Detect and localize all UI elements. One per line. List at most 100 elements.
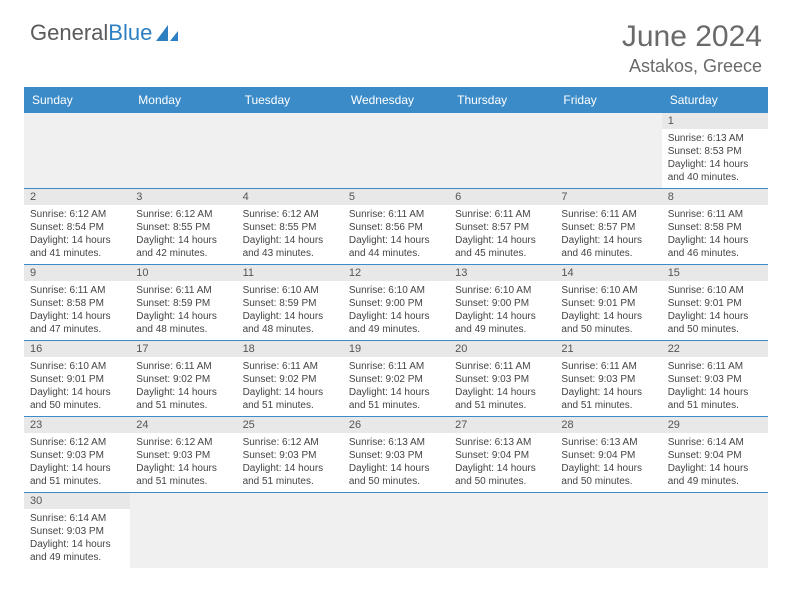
day-body: Sunrise: 6:11 AMSunset: 9:02 PMDaylight:…	[343, 357, 449, 416]
day-cell: 24Sunrise: 6:12 AMSunset: 9:03 PMDayligh…	[130, 417, 236, 493]
day-number: 5	[343, 189, 449, 205]
day-cell: 2Sunrise: 6:12 AMSunset: 8:54 PMDaylight…	[24, 189, 130, 265]
sunset: Sunset: 9:04 PM	[455, 449, 549, 462]
day-body: Sunrise: 6:12 AMSunset: 8:55 PMDaylight:…	[130, 205, 236, 264]
daylight-2: and 49 minutes.	[455, 323, 549, 336]
day-body: Sunrise: 6:10 AMSunset: 9:00 PMDaylight:…	[343, 281, 449, 340]
title-block: June 2024 Astakos, Greece	[622, 20, 762, 77]
day-cell	[343, 493, 449, 569]
daylight-1: Daylight: 14 hours	[136, 462, 230, 475]
sunrise: Sunrise: 6:11 AM	[668, 360, 762, 373]
day-number: 7	[555, 189, 661, 205]
daylight-1: Daylight: 14 hours	[349, 386, 443, 399]
daylight-1: Daylight: 14 hours	[243, 386, 337, 399]
day-number: 10	[130, 265, 236, 281]
daylight-2: and 43 minutes.	[243, 247, 337, 260]
sunset: Sunset: 9:04 PM	[668, 449, 762, 462]
calendar-table: Sunday Monday Tuesday Wednesday Thursday…	[24, 87, 768, 568]
sunset: Sunset: 9:03 PM	[30, 525, 124, 538]
daylight-1: Daylight: 14 hours	[561, 234, 655, 247]
sunset: Sunset: 8:58 PM	[668, 221, 762, 234]
daylight-2: and 51 minutes.	[561, 399, 655, 412]
sunset: Sunset: 9:03 PM	[136, 449, 230, 462]
day-number: 20	[449, 341, 555, 357]
day-cell: 29Sunrise: 6:14 AMSunset: 9:04 PMDayligh…	[662, 417, 768, 493]
day-body: Sunrise: 6:12 AMSunset: 8:54 PMDaylight:…	[24, 205, 130, 264]
day-cell: 27Sunrise: 6:13 AMSunset: 9:04 PMDayligh…	[449, 417, 555, 493]
daylight-2: and 42 minutes.	[136, 247, 230, 260]
daylight-2: and 51 minutes.	[243, 399, 337, 412]
sunrise: Sunrise: 6:10 AM	[30, 360, 124, 373]
day-header-row: Sunday Monday Tuesday Wednesday Thursday…	[24, 87, 768, 113]
day-number: 30	[24, 493, 130, 509]
daylight-2: and 50 minutes.	[561, 475, 655, 488]
day-cell: 19Sunrise: 6:11 AMSunset: 9:02 PMDayligh…	[343, 341, 449, 417]
daylight-1: Daylight: 14 hours	[243, 310, 337, 323]
daylight-2: and 50 minutes.	[30, 399, 124, 412]
sunset: Sunset: 8:57 PM	[455, 221, 549, 234]
sunrise: Sunrise: 6:11 AM	[455, 360, 549, 373]
sunset: Sunset: 8:54 PM	[30, 221, 124, 234]
daylight-2: and 46 minutes.	[561, 247, 655, 260]
daylight-1: Daylight: 14 hours	[561, 462, 655, 475]
day-number: 2	[24, 189, 130, 205]
daylight-2: and 51 minutes.	[136, 399, 230, 412]
daylight-1: Daylight: 14 hours	[136, 234, 230, 247]
sunset: Sunset: 9:01 PM	[561, 297, 655, 310]
day-cell: 6Sunrise: 6:11 AMSunset: 8:57 PMDaylight…	[449, 189, 555, 265]
sunrise: Sunrise: 6:10 AM	[455, 284, 549, 297]
day-header-mon: Monday	[130, 87, 236, 113]
day-body: Sunrise: 6:11 AMSunset: 9:02 PMDaylight:…	[237, 357, 343, 416]
week-row: 30Sunrise: 6:14 AMSunset: 9:03 PMDayligh…	[24, 493, 768, 569]
daylight-1: Daylight: 14 hours	[30, 538, 124, 551]
day-cell	[449, 493, 555, 569]
day-body: Sunrise: 6:12 AMSunset: 9:03 PMDaylight:…	[130, 433, 236, 492]
day-cell	[449, 113, 555, 189]
daylight-1: Daylight: 14 hours	[136, 386, 230, 399]
sunrise: Sunrise: 6:13 AM	[455, 436, 549, 449]
daylight-1: Daylight: 14 hours	[349, 462, 443, 475]
day-cell	[343, 113, 449, 189]
day-cell: 26Sunrise: 6:13 AMSunset: 9:03 PMDayligh…	[343, 417, 449, 493]
day-cell: 4Sunrise: 6:12 AMSunset: 8:55 PMDaylight…	[237, 189, 343, 265]
week-row: 23Sunrise: 6:12 AMSunset: 9:03 PMDayligh…	[24, 417, 768, 493]
logo: GeneralBlue	[30, 20, 180, 46]
sunset: Sunset: 9:02 PM	[136, 373, 230, 386]
day-cell: 3Sunrise: 6:12 AMSunset: 8:55 PMDaylight…	[130, 189, 236, 265]
sunrise: Sunrise: 6:10 AM	[668, 284, 762, 297]
day-number: 11	[237, 265, 343, 281]
week-row: 9Sunrise: 6:11 AMSunset: 8:58 PMDaylight…	[24, 265, 768, 341]
daylight-2: and 48 minutes.	[136, 323, 230, 336]
day-cell: 11Sunrise: 6:10 AMSunset: 8:59 PMDayligh…	[237, 265, 343, 341]
day-number: 15	[662, 265, 768, 281]
sunrise: Sunrise: 6:11 AM	[668, 208, 762, 221]
sunrise: Sunrise: 6:11 AM	[349, 360, 443, 373]
sunset: Sunset: 9:03 PM	[455, 373, 549, 386]
day-number: 12	[343, 265, 449, 281]
day-number: 3	[130, 189, 236, 205]
sunrise: Sunrise: 6:11 AM	[136, 360, 230, 373]
sunrise: Sunrise: 6:10 AM	[349, 284, 443, 297]
day-body: Sunrise: 6:10 AMSunset: 9:01 PMDaylight:…	[662, 281, 768, 340]
daylight-2: and 40 minutes.	[668, 171, 762, 184]
sunrise: Sunrise: 6:14 AM	[668, 436, 762, 449]
day-number: 6	[449, 189, 555, 205]
day-header-thu: Thursday	[449, 87, 555, 113]
day-cell	[130, 113, 236, 189]
sunset: Sunset: 8:57 PM	[561, 221, 655, 234]
daylight-1: Daylight: 14 hours	[561, 386, 655, 399]
daylight-2: and 44 minutes.	[349, 247, 443, 260]
sunset: Sunset: 8:55 PM	[136, 221, 230, 234]
day-number: 13	[449, 265, 555, 281]
sunrise: Sunrise: 6:12 AM	[136, 208, 230, 221]
sunset: Sunset: 9:01 PM	[668, 297, 762, 310]
day-cell: 14Sunrise: 6:10 AMSunset: 9:01 PMDayligh…	[555, 265, 661, 341]
sunrise: Sunrise: 6:11 AM	[561, 208, 655, 221]
day-body: Sunrise: 6:13 AMSunset: 8:53 PMDaylight:…	[662, 129, 768, 188]
daylight-1: Daylight: 14 hours	[668, 310, 762, 323]
daylight-2: and 51 minutes.	[455, 399, 549, 412]
sunrise: Sunrise: 6:13 AM	[561, 436, 655, 449]
day-body: Sunrise: 6:11 AMSunset: 8:57 PMDaylight:…	[555, 205, 661, 264]
sunrise: Sunrise: 6:12 AM	[30, 208, 124, 221]
week-row: 16Sunrise: 6:10 AMSunset: 9:01 PMDayligh…	[24, 341, 768, 417]
